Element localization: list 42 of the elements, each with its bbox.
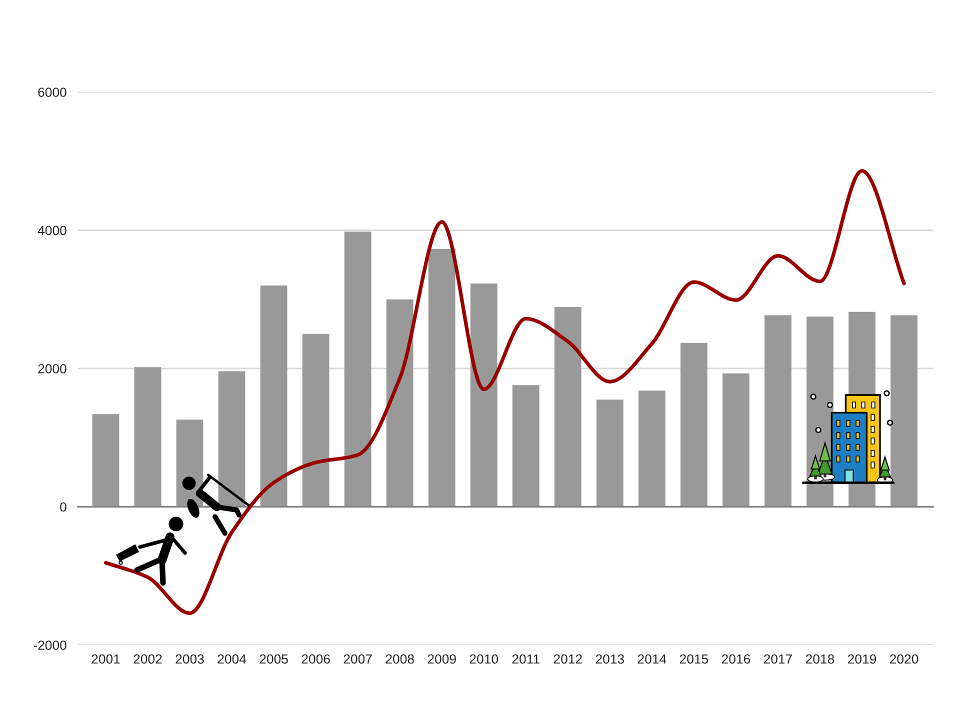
bar xyxy=(344,232,372,507)
bar xyxy=(890,315,918,507)
x-tick-label: 2016 xyxy=(722,654,750,664)
x-tick-label: 2006 xyxy=(302,654,330,664)
y-tick-label: 6000 xyxy=(38,88,66,97)
x-tick-label: 2008 xyxy=(386,654,414,664)
bar xyxy=(638,390,666,507)
x-tick-label: 2015 xyxy=(680,654,708,664)
bar xyxy=(386,299,414,507)
x-tick-label: 2018 xyxy=(806,654,834,664)
x-tick-label: 2019 xyxy=(848,654,876,664)
x-tick-label: 2010 xyxy=(470,654,498,664)
x-tick-label: 2012 xyxy=(554,654,582,664)
x-tick-label: 2014 xyxy=(638,654,666,664)
bar xyxy=(134,367,162,507)
x-tick-label: 2004 xyxy=(218,654,246,664)
bar xyxy=(260,286,288,507)
x-tick-label: 2002 xyxy=(134,654,162,664)
x-tick-label: 2003 xyxy=(176,654,204,664)
line-series xyxy=(104,168,906,616)
bar xyxy=(554,306,582,507)
bar xyxy=(764,315,792,507)
x-tick-label: 2005 xyxy=(260,654,288,664)
bar xyxy=(722,373,750,507)
y-tick-label: 4000 xyxy=(38,226,66,236)
bar xyxy=(470,283,498,507)
x-tick-label: 2017 xyxy=(764,654,792,664)
bar xyxy=(512,385,540,507)
x-tick-label: 2013 xyxy=(596,654,624,664)
x-tick-label: 2009 xyxy=(428,654,456,664)
x-tick-label: 2001 xyxy=(92,654,120,664)
bar xyxy=(596,400,624,507)
bar xyxy=(428,248,456,507)
x-tick-label: 2011 xyxy=(512,654,540,664)
y-tick-label: 2000 xyxy=(38,364,66,374)
y-tick-label: -2000 xyxy=(34,640,66,650)
bar xyxy=(680,342,708,507)
bar xyxy=(302,334,330,507)
x-tick-label: 2007 xyxy=(344,654,372,664)
y-tick-label: 0 xyxy=(60,502,66,512)
x-tick-label: 2020 xyxy=(890,654,918,664)
bar xyxy=(92,414,120,507)
